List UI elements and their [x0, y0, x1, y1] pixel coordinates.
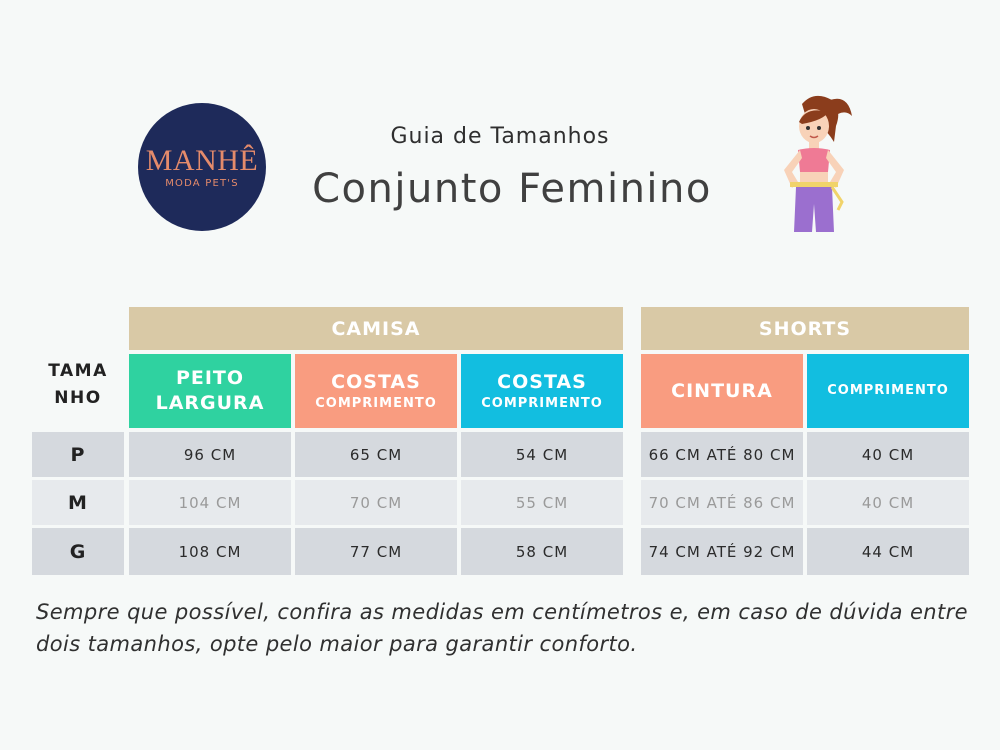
- table-cell: 96 CM: [129, 432, 291, 477]
- size-header-line-2: NHO: [54, 388, 102, 408]
- table-cell: 58 CM: [461, 528, 623, 575]
- brand-logo: MANHÊ MODA PET'S: [138, 103, 266, 231]
- table-cell: 40 CM: [807, 432, 969, 477]
- table-cell: 77 CM: [295, 528, 457, 575]
- size-header-line-1: TAMA: [48, 361, 108, 381]
- table-cell: 108 CM: [129, 528, 291, 575]
- table-cell: 70 CM: [295, 480, 457, 525]
- table-cell: 55 CM: [461, 480, 623, 525]
- table-cell: 70 CM ATÉ 86 CM: [641, 480, 803, 525]
- page-title: Conjunto Feminino: [312, 166, 712, 212]
- table-cell: 54 CM: [461, 432, 623, 477]
- table-cell: 104 CM: [129, 480, 291, 525]
- col-header-largura: LARGURA: [155, 392, 265, 414]
- page-subtitle: Guia de Tamanhos: [390, 124, 610, 149]
- col-header-comprimento-1: COMPRIMENTO: [315, 395, 437, 411]
- col-header-costas-comprimento-2: COSTAS COMPRIMENTO: [461, 354, 623, 428]
- col-header-costas-comprimento-1: COSTAS COMPRIMENTO: [295, 354, 457, 428]
- table-cell: 65 CM: [295, 432, 457, 477]
- col-header-comprimento-shorts: COMPRIMENTO: [807, 354, 969, 428]
- col-header-peito: PEITO: [175, 367, 245, 389]
- col-header-costas-2: COSTAS: [497, 370, 587, 393]
- col-header-cintura: CINTURA: [641, 354, 803, 428]
- table-cell: 66 CM ATÉ 80 CM: [641, 432, 803, 477]
- col-header-comprimento-2: COMPRIMENTO: [481, 395, 603, 411]
- woman-measuring-illustration: [784, 95, 852, 232]
- size-column-header: TAMA NHO: [30, 358, 126, 412]
- col-header-comprimento-shorts-label: COMPRIMENTO: [827, 383, 949, 398]
- sizing-note: Sempre que possível, confira as medidas …: [36, 600, 968, 656]
- col-header-costas-1: COSTAS: [331, 370, 421, 393]
- col-header-cintura-label: CINTURA: [671, 379, 773, 402]
- group-header-camisa: CAMISA: [129, 307, 623, 350]
- table-cell: 44 CM: [807, 528, 969, 575]
- size-cell-g: G: [32, 528, 124, 575]
- size-cell-p: P: [32, 432, 124, 477]
- table-cell: 40 CM: [807, 480, 969, 525]
- size-cell-m: M: [32, 480, 124, 525]
- logo-sub-text: MODA PET'S: [165, 177, 239, 189]
- table-cell: 74 CM ATÉ 92 CM: [641, 528, 803, 575]
- group-header-shorts: SHORTS: [641, 307, 969, 350]
- col-header-peito-largura: PEITO LARGURA: [129, 354, 291, 428]
- logo-main-text: MANHÊ: [145, 143, 259, 177]
